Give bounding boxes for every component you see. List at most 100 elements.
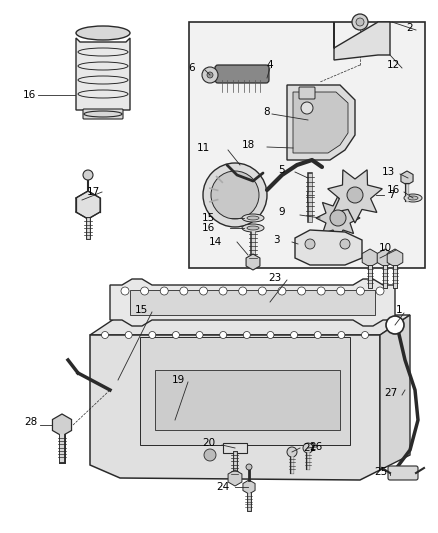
Polygon shape [327, 170, 381, 223]
Circle shape [314, 332, 321, 338]
Circle shape [304, 239, 314, 249]
Ellipse shape [247, 216, 258, 220]
Circle shape [243, 332, 250, 338]
FancyBboxPatch shape [298, 87, 314, 99]
Polygon shape [361, 249, 377, 267]
Text: 18: 18 [241, 140, 254, 150]
Circle shape [300, 102, 312, 114]
Text: 28: 28 [25, 417, 38, 427]
Text: 25: 25 [374, 467, 387, 477]
Circle shape [204, 449, 215, 461]
Circle shape [148, 332, 155, 338]
Circle shape [351, 14, 367, 30]
Circle shape [201, 67, 218, 83]
Polygon shape [292, 92, 347, 153]
Polygon shape [400, 171, 412, 185]
Polygon shape [228, 470, 241, 486]
Text: 19: 19 [171, 375, 184, 385]
FancyBboxPatch shape [215, 65, 268, 83]
Circle shape [202, 163, 266, 227]
Polygon shape [53, 414, 71, 436]
Ellipse shape [403, 194, 421, 202]
Polygon shape [315, 196, 359, 240]
Text: 16: 16 [201, 223, 215, 233]
Polygon shape [110, 279, 394, 326]
Ellipse shape [241, 214, 263, 222]
Polygon shape [223, 443, 247, 453]
Circle shape [211, 171, 258, 219]
Circle shape [180, 287, 187, 295]
Polygon shape [140, 337, 349, 445]
Text: 2: 2 [406, 23, 412, 33]
Text: 17: 17 [87, 187, 100, 197]
Circle shape [329, 210, 345, 226]
Circle shape [290, 332, 297, 338]
Circle shape [199, 287, 207, 295]
Text: 14: 14 [208, 237, 222, 247]
Polygon shape [76, 191, 100, 219]
Polygon shape [76, 38, 130, 110]
Text: 3: 3 [273, 235, 279, 245]
Polygon shape [386, 249, 402, 267]
Polygon shape [189, 22, 424, 268]
Text: 1: 1 [395, 305, 401, 315]
Circle shape [337, 332, 344, 338]
Text: 10: 10 [378, 243, 391, 253]
FancyBboxPatch shape [83, 109, 123, 119]
Text: 16: 16 [23, 90, 36, 100]
Circle shape [245, 464, 251, 470]
Polygon shape [90, 335, 379, 480]
Circle shape [355, 18, 363, 26]
Text: 6: 6 [188, 63, 194, 73]
Circle shape [121, 287, 129, 295]
Circle shape [258, 287, 266, 295]
Circle shape [266, 332, 273, 338]
Circle shape [385, 316, 403, 334]
Ellipse shape [76, 26, 130, 40]
Polygon shape [379, 315, 409, 470]
Text: 7: 7 [387, 190, 394, 200]
Text: 12: 12 [386, 60, 399, 70]
Circle shape [375, 287, 383, 295]
Polygon shape [294, 230, 361, 265]
Text: 20: 20 [201, 438, 215, 448]
Circle shape [302, 443, 312, 453]
Text: 26: 26 [309, 442, 322, 452]
Circle shape [277, 287, 285, 295]
Circle shape [101, 332, 108, 338]
Text: 24: 24 [216, 482, 230, 492]
Text: 23: 23 [268, 273, 281, 283]
Text: 5: 5 [278, 165, 284, 175]
Circle shape [356, 287, 364, 295]
Text: 15: 15 [134, 305, 148, 315]
Circle shape [219, 287, 226, 295]
Circle shape [339, 239, 349, 249]
Text: 27: 27 [384, 388, 397, 398]
Polygon shape [242, 480, 254, 494]
Text: 8: 8 [263, 107, 269, 117]
Circle shape [140, 287, 148, 295]
Polygon shape [333, 22, 389, 60]
Text: 11: 11 [196, 143, 209, 153]
Polygon shape [90, 315, 409, 335]
Circle shape [238, 287, 246, 295]
Circle shape [346, 187, 362, 203]
Text: 21: 21 [302, 443, 315, 453]
Polygon shape [246, 254, 259, 270]
Text: 4: 4 [266, 60, 273, 70]
Text: 16: 16 [386, 185, 399, 195]
Circle shape [172, 332, 179, 338]
Circle shape [219, 332, 226, 338]
Circle shape [286, 447, 297, 457]
Circle shape [83, 170, 93, 180]
Ellipse shape [84, 111, 122, 117]
Ellipse shape [407, 196, 417, 200]
Ellipse shape [241, 224, 263, 232]
FancyBboxPatch shape [387, 466, 417, 480]
Polygon shape [376, 249, 392, 267]
Text: 13: 13 [381, 167, 394, 177]
Polygon shape [130, 290, 374, 315]
Text: 9: 9 [278, 207, 284, 217]
Circle shape [336, 287, 344, 295]
Text: 15: 15 [201, 213, 215, 223]
